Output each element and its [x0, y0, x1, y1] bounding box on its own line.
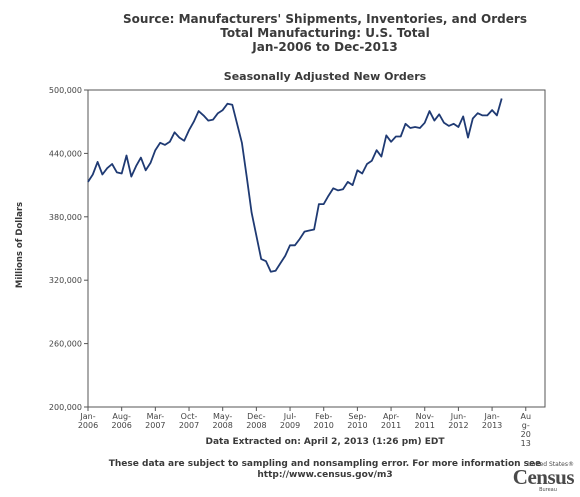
y-tick-label: 200,000 — [49, 403, 82, 412]
x-tick-label: Au — [520, 412, 531, 421]
x-tick-label: Aug- — [112, 412, 131, 421]
x-tick-label: 2007 — [179, 421, 199, 430]
title-line-3: Jan-2006 to Dec-2013 — [252, 40, 398, 54]
x-tick-label: Sep- — [348, 412, 366, 421]
x-tick-label: 2010 — [347, 421, 367, 430]
x-tick-label: g- — [522, 421, 530, 430]
x-tick-label: 2013 — [482, 421, 502, 430]
logo-sub-text: Bureau — [539, 487, 557, 493]
sampling-note-line-1: These data are subject to sampling and n… — [108, 459, 542, 469]
x-tick-label: 13 — [521, 439, 531, 448]
x-tick-label: Jun- — [450, 412, 467, 421]
x-tick-label: Jul- — [283, 412, 297, 421]
x-tick-label: Apr- — [383, 412, 399, 421]
x-tick-label: Oct- — [181, 412, 198, 421]
title-line-2: Total Manufacturing: U.S. Total — [220, 26, 430, 40]
x-tick-label: 2006 — [111, 421, 131, 430]
plot-area-frame — [87, 89, 546, 408]
x-tick-label: 2008 — [246, 421, 266, 430]
x-tick-label: 2009 — [280, 421, 300, 430]
series-line-new-orders — [87, 98, 503, 273]
chart-title-block: Source: Manufacturers' Shipments, Invent… — [0, 12, 580, 54]
x-tick-label: Dec- — [247, 412, 265, 421]
y-tick-label: 320,000 — [49, 276, 82, 285]
y-tick-label: 500,000 — [49, 86, 82, 95]
census-link[interactable]: http://www.census.gov/m3 — [257, 470, 393, 480]
census-bureau-logo: United States® Census Bureau — [512, 461, 575, 493]
title-line-1: Source: Manufacturers' Shipments, Invent… — [123, 12, 527, 26]
y-tick-label: 440,000 — [49, 149, 82, 158]
x-tick-label: Feb- — [315, 412, 332, 421]
chart-subtitle: Seasonally Adjusted New Orders — [223, 70, 427, 83]
y-tick-label: 260,000 — [49, 340, 82, 349]
data-extracted-note: Data Extracted on: April 2, 2013 (1:26 p… — [205, 437, 445, 447]
logo-top-text: United States® — [527, 461, 574, 468]
x-tick-label: 2006 — [78, 421, 98, 430]
x-tick-label: May- — [213, 412, 232, 421]
x-tick-label: Mar- — [147, 412, 165, 421]
x-tick-label: Jan- — [79, 412, 95, 421]
y-tick-label: 380,000 — [49, 213, 82, 222]
sampling-note: These data are subject to sampling and n… — [0, 459, 580, 481]
x-tick-label: 2012 — [448, 421, 468, 430]
logo-main-text: Census — [512, 465, 575, 489]
x-tick-label: Nov- — [416, 412, 434, 421]
x-tick-label: 2007 — [145, 421, 165, 430]
x-tick-label: 20 — [521, 430, 531, 439]
x-tick-label: Jan- — [483, 412, 499, 421]
x-tick-label: 2011 — [381, 421, 401, 430]
x-tick-label: 2008 — [213, 421, 233, 430]
x-tick-label: 2010 — [314, 421, 334, 430]
x-tick-label: 2011 — [415, 421, 435, 430]
